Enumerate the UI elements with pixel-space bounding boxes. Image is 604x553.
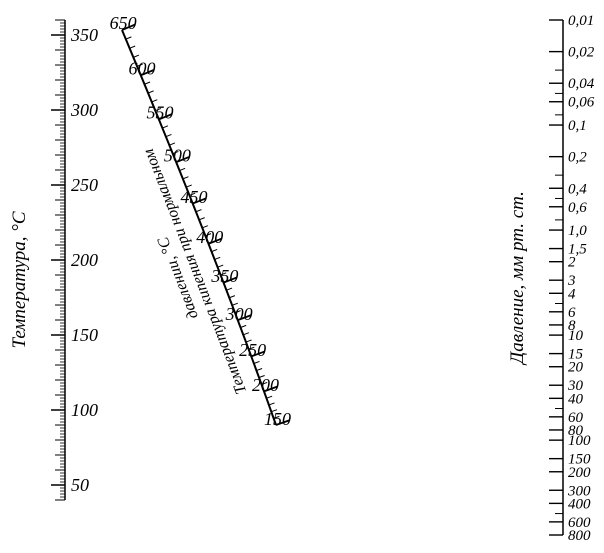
pressure-tick-label: 4 [568, 286, 576, 302]
temp-tick-label: 350 [70, 25, 98, 45]
bp-tick-label: 650 [110, 13, 137, 33]
pressure-tick-label: 0,4 [568, 181, 587, 197]
pressure-tick-label: 2 [568, 255, 576, 271]
bp-tick-label: 600 [128, 58, 155, 78]
bp-tick-label: 250 [239, 340, 266, 360]
pressure-tick-label: 0,04 [568, 76, 595, 92]
pressure-tick-label: 10 [568, 328, 584, 344]
bp-tick-label: 200 [252, 375, 279, 395]
nomogram-chart: 50100150200250300350Температура, °C15020… [0, 0, 604, 553]
pressure-tick-label: 0,02 [568, 45, 595, 61]
bp-tick-label: 550 [147, 103, 174, 123]
pressure-tick-label: 1,0 [568, 223, 587, 239]
temperature-scale: 50 100 150 200 250 300 350 Температура, °C [9, 20, 98, 500]
pressure-scale: 0,010,020,040,060,10,20,40,61,01,5234681… [507, 13, 595, 544]
temp-tick-label: 100 [71, 400, 98, 420]
pressure-tick-label: 400 [568, 496, 591, 512]
boiling-point-scale: 150200250300350400450500550600650Темпера… [110, 13, 291, 429]
pressure-tick-label: 0,1 [568, 118, 587, 134]
pressure-tick-label: 800 [568, 528, 591, 544]
pressure-tick-label: 40 [568, 391, 584, 407]
pressure-tick-label: 0,2 [568, 150, 587, 166]
bp-tick-label: 300 [225, 304, 253, 324]
pressure-tick-label: 200 [568, 465, 591, 481]
pressure-tick-label: 20 [568, 360, 584, 376]
temp-tick-label: 50 [71, 475, 89, 495]
bp-tick-label: 400 [196, 227, 223, 247]
temp-tick-label: 200 [71, 250, 98, 270]
pressure-axis-title: Давление, мм рт. ст. [507, 191, 528, 366]
bp-tick-label: 350 [210, 266, 238, 286]
temperature-axis-title: Температура, °C [9, 211, 30, 348]
pressure-tick-label: 100 [568, 433, 591, 449]
temp-tick-label: 150 [71, 325, 98, 345]
bp-tick-label: 150 [264, 409, 291, 429]
pressure-tick-label: 0,06 [568, 95, 595, 111]
pressure-tick-label: 0,6 [568, 200, 587, 216]
pressure-tick-label: 0,01 [568, 13, 594, 29]
temp-tick-label: 300 [70, 100, 98, 120]
bp-tick-label: 500 [164, 145, 191, 165]
temp-tick-label: 250 [71, 175, 98, 195]
bp-tick-label: 450 [180, 187, 207, 207]
